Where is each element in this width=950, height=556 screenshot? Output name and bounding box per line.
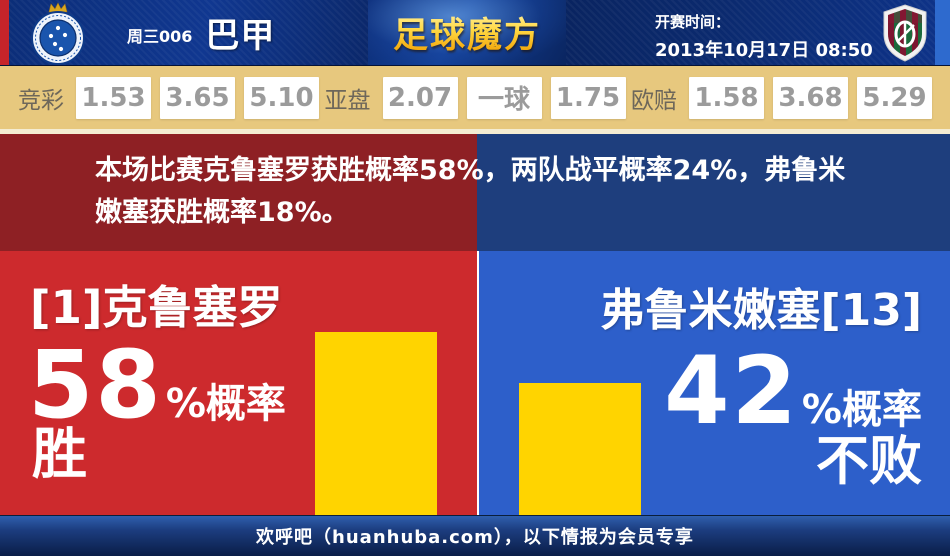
- prediction-banner-text: 本场比赛克鲁塞罗获胜概率58%，两队战平概率24%，弗鲁米嫩塞获胜概率18%。: [95, 155, 846, 228]
- away-color-stripe: [935, 0, 950, 65]
- away-percent-value: 42: [664, 337, 799, 446]
- odds-value-box: 5.10: [244, 76, 319, 119]
- home-percent-value: 58: [28, 331, 163, 440]
- odds-value-box: 2.07: [382, 76, 458, 119]
- home-percent-row: 58 %概率: [28, 339, 286, 433]
- footer-bar: 欢呼吧（huanhuba.com），以下情报为会员专享: [0, 515, 950, 556]
- kickoff-time: 2013年10月17日 08:50: [655, 40, 873, 61]
- home-color-stripe: [0, 0, 9, 65]
- fluminense-crest-icon: [881, 3, 929, 67]
- odds-group-yapan: 亚盘 2.07 一球 1.75: [324, 76, 626, 119]
- match-header: 周三006 巴甲 足球魔方 开赛时间： 2013年10月17日 08:50: [0, 0, 950, 66]
- match-info: 周三006 巴甲: [127, 0, 275, 65]
- brand-panel: 足球魔方: [368, 0, 566, 65]
- odds-value-box: 5.29: [857, 76, 932, 119]
- away-percent-suffix: %概率: [801, 387, 922, 433]
- odds-value-box: 1.53: [76, 76, 151, 119]
- home-panel: [1]克鲁塞罗 58 %概率 胜: [0, 251, 477, 515]
- odds-group-oupei: 欧赔 1.58 3.68 5.29: [631, 76, 932, 119]
- away-outcome-label: 不败: [816, 431, 922, 492]
- odds-bar: 竞彩 1.53 3.65 5.10 亚盘 2.07 一球 1.75 欧赔 1.5…: [0, 66, 950, 134]
- kickoff-label: 开赛时间：: [655, 13, 731, 31]
- home-outcome-label: 胜: [32, 422, 88, 486]
- odds-label-oupei: 欧赔: [631, 87, 677, 114]
- odds-value-box: 1.75: [550, 76, 626, 119]
- odds-value-box: 3.65: [160, 76, 235, 119]
- home-team-name: [1]克鲁塞罗: [30, 281, 283, 334]
- odds-value-box: 1.58: [689, 76, 764, 119]
- odds-value-box: 3.68: [773, 76, 848, 119]
- zuqiu-mofang-logo: 足球魔方: [393, 7, 541, 58]
- prediction-banner: 本场比赛克鲁塞罗获胜概率58%，两队战平概率24%，弗鲁米嫩塞获胜概率18%。: [0, 134, 950, 251]
- match-round-label: 周三006: [127, 26, 193, 46]
- away-panel: 弗鲁米嫩塞[13] 42 %概率 不败: [479, 251, 950, 515]
- prediction-panels: [1]克鲁塞罗 58 %概率 胜 弗鲁米嫩塞[13] 42 %概率 不败: [0, 251, 950, 515]
- kickoff-info: 开赛时间： 2013年10月17日 08:50: [655, 11, 873, 62]
- cruzeiro-crest-icon: [26, 1, 90, 69]
- away-probability-bar: [519, 383, 641, 515]
- home-probability-bar: [315, 332, 437, 515]
- away-team-name: 弗鲁米嫩塞[13]: [600, 285, 922, 336]
- odds-group-jingcai: 竞彩 1.53 3.65 5.10: [18, 76, 319, 119]
- odds-handicap-box: 一球: [466, 76, 542, 119]
- footer-text: 欢呼吧（huanhuba.com），以下情报为会员专享: [256, 527, 694, 548]
- away-percent-row: 42 %概率: [664, 345, 922, 439]
- home-percent-suffix: %概率: [165, 381, 286, 427]
- odds-label-jingcai: 竞彩: [18, 87, 64, 114]
- league-label: 巴甲: [205, 16, 276, 56]
- odds-label-yapan: 亚盘: [324, 87, 371, 114]
